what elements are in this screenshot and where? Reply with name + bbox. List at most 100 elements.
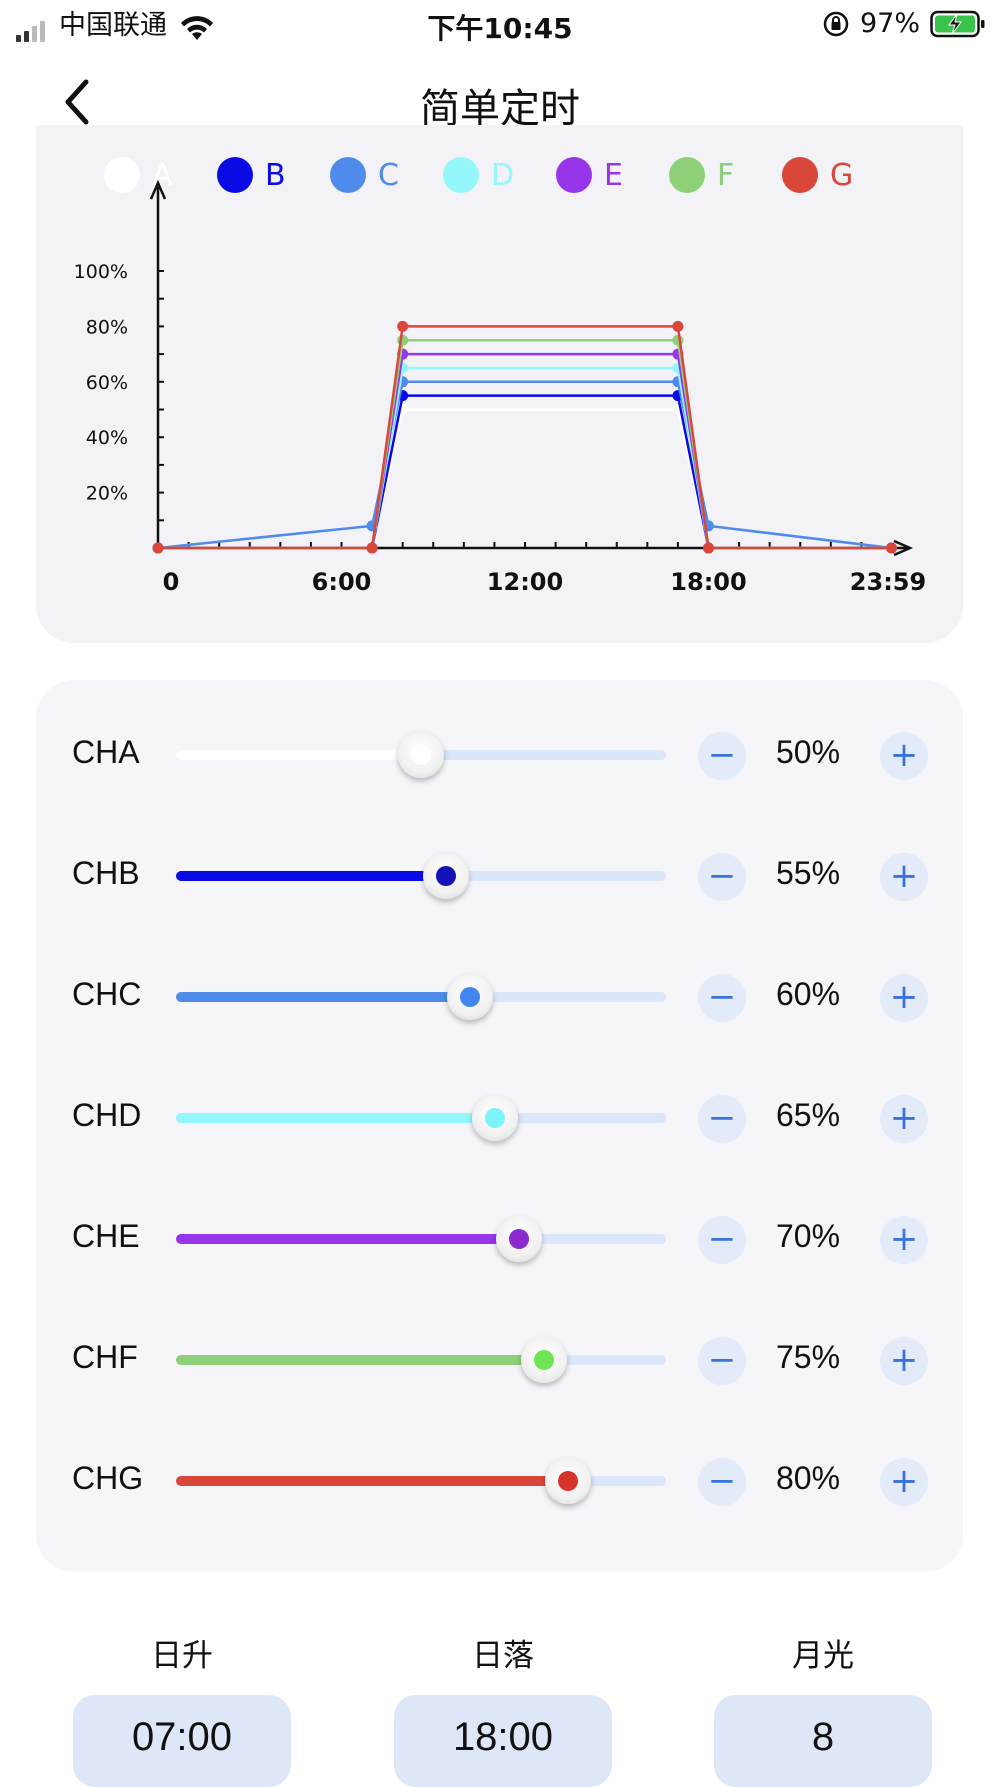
channel-label: CHC xyxy=(72,976,142,1012)
legend-color-dot xyxy=(217,157,253,193)
slider-thumb[interactable] xyxy=(545,1458,591,1504)
channel-slider[interactable] xyxy=(176,1458,666,1504)
page-title: 简单定时 xyxy=(420,86,580,132)
series-line-e xyxy=(158,352,892,550)
channel-row-che: CHE −70% + xyxy=(36,1190,963,1290)
schedule-chart-card: 20% 40% 60% 80% 100% 0 6:00 12:00 18:00 23:59 A B C… xyxy=(36,125,963,643)
legend-item-f[interactable]: F xyxy=(669,153,782,197)
slider-thumb-color-dot xyxy=(460,987,480,1007)
x-tick-label: 18:00 xyxy=(670,568,746,596)
legend-label: G xyxy=(830,157,854,193)
moonlight-control: 月光 8 xyxy=(714,1630,932,1787)
channel-slider[interactable] xyxy=(176,732,666,778)
increase-button[interactable]: + xyxy=(880,732,928,780)
channel-slider[interactable] xyxy=(176,1216,666,1262)
legend-item-d[interactable]: D xyxy=(443,153,556,197)
slider-thumb-color-dot xyxy=(558,1471,578,1491)
legend-item-c[interactable]: C xyxy=(330,153,443,197)
slider-thumb-color-dot xyxy=(411,745,431,765)
y-tick-label: 100% xyxy=(74,261,128,283)
channel-label: CHF xyxy=(72,1339,138,1375)
slider-thumb[interactable] xyxy=(447,974,493,1020)
legend-label: F xyxy=(717,157,735,193)
nav-bar: 简单定时 xyxy=(0,50,1000,154)
x-tick-label: 12:00 xyxy=(487,568,563,596)
back-button[interactable] xyxy=(56,74,108,130)
channel-slider[interactable] xyxy=(176,1337,666,1383)
status-bar: 中国联通 下午10:45 97% xyxy=(0,0,1000,50)
rotation-lock-icon xyxy=(823,11,849,36)
channel-label: CHB xyxy=(72,855,140,891)
channel-row-chf: CHF −75% + xyxy=(36,1311,963,1411)
channel-slider[interactable] xyxy=(176,1095,666,1141)
legend-item-g[interactable]: G xyxy=(782,153,895,197)
slider-fill xyxy=(176,1476,568,1486)
slider-thumb-color-dot xyxy=(533,1350,554,1370)
series-line-f xyxy=(158,339,892,550)
slider-thumb[interactable] xyxy=(520,1337,567,1383)
legend-item-a[interactable]: A xyxy=(104,153,217,197)
legend-color-dot xyxy=(330,157,366,193)
legend-color-dot xyxy=(443,157,479,193)
increase-button[interactable]: + xyxy=(880,1337,928,1385)
channel-row-chb: CHB −55% + xyxy=(36,827,963,927)
channel-percent: 55% xyxy=(775,855,841,891)
series-line-b xyxy=(158,394,892,550)
sunrise-control: 日升 07:00 xyxy=(73,1630,291,1787)
increase-button[interactable]: + xyxy=(880,1095,928,1143)
channel-slider[interactable] xyxy=(176,853,666,899)
slider-thumb[interactable] xyxy=(496,1216,542,1262)
increase-button[interactable]: + xyxy=(880,1216,928,1264)
data-point-g xyxy=(885,542,897,554)
battery-percent: 97% xyxy=(859,8,920,39)
decrease-button[interactable]: − xyxy=(698,1216,746,1264)
battery-charging-icon xyxy=(930,10,985,37)
legend-color-dot xyxy=(104,157,140,193)
slider-thumb[interactable] xyxy=(422,853,469,899)
increase-button[interactable]: + xyxy=(880,1458,928,1506)
wifi-icon xyxy=(181,16,213,40)
data-point-g xyxy=(152,542,164,554)
data-point-g xyxy=(397,320,409,332)
slider-thumb-color-dot xyxy=(484,1108,505,1128)
y-tick-label: 80% xyxy=(86,316,128,338)
legend-item-e[interactable]: E xyxy=(556,153,669,197)
decrease-button[interactable]: − xyxy=(698,853,746,901)
schedule-chart: 20% 40% 60% 80% 100% 0 6:00 12:00 18:00 23:59 xyxy=(74,179,926,596)
moonlight-value-button[interactable]: 8 xyxy=(714,1695,932,1787)
decrease-button[interactable]: − xyxy=(698,1458,746,1506)
clock: 下午10:45 xyxy=(427,12,573,45)
channel-percent: 65% xyxy=(775,1097,841,1133)
slider-thumb[interactable] xyxy=(471,1095,518,1141)
signal-icon xyxy=(16,20,45,42)
sunrise-label: 日升 xyxy=(151,1638,213,1674)
channel-sliders-card: CHA −50% + CHB −55% + CHC −60% + CHD −65% + CHE −70% +… xyxy=(36,680,963,1572)
data-point-g xyxy=(703,542,714,554)
channel-label: CHD xyxy=(72,1097,142,1133)
decrease-button[interactable]: − xyxy=(698,1337,746,1385)
sunrise-time-button[interactable]: 07:00 xyxy=(73,1695,291,1787)
chart-legend: A B C D E F G xyxy=(36,153,963,197)
data-point-f xyxy=(397,334,409,346)
series-line-g xyxy=(158,325,892,550)
slider-fill xyxy=(176,1113,495,1123)
channel-row-chg: CHG −80% + xyxy=(36,1432,963,1532)
sunset-time-button[interactable]: 18:00 xyxy=(394,1695,612,1787)
legend-label: C xyxy=(378,157,399,193)
legend-label: A xyxy=(152,157,173,193)
channel-slider[interactable] xyxy=(176,974,666,1020)
slider-fill xyxy=(176,1355,544,1365)
increase-button[interactable]: + xyxy=(880,974,928,1022)
decrease-button[interactable]: − xyxy=(698,1095,746,1143)
increase-button[interactable]: + xyxy=(880,853,928,901)
slider-thumb[interactable] xyxy=(398,732,444,778)
legend-item-b[interactable]: B xyxy=(217,153,330,197)
sunset-label: 日落 xyxy=(472,1638,534,1674)
data-point-f xyxy=(672,334,684,346)
data-point-g xyxy=(672,320,684,332)
channel-percent: 75% xyxy=(775,1339,841,1375)
decrease-button[interactable]: − xyxy=(698,974,746,1022)
channel-row-chc: CHC −60% + xyxy=(36,948,963,1048)
legend-label: E xyxy=(604,157,623,193)
decrease-button[interactable]: − xyxy=(698,732,746,780)
